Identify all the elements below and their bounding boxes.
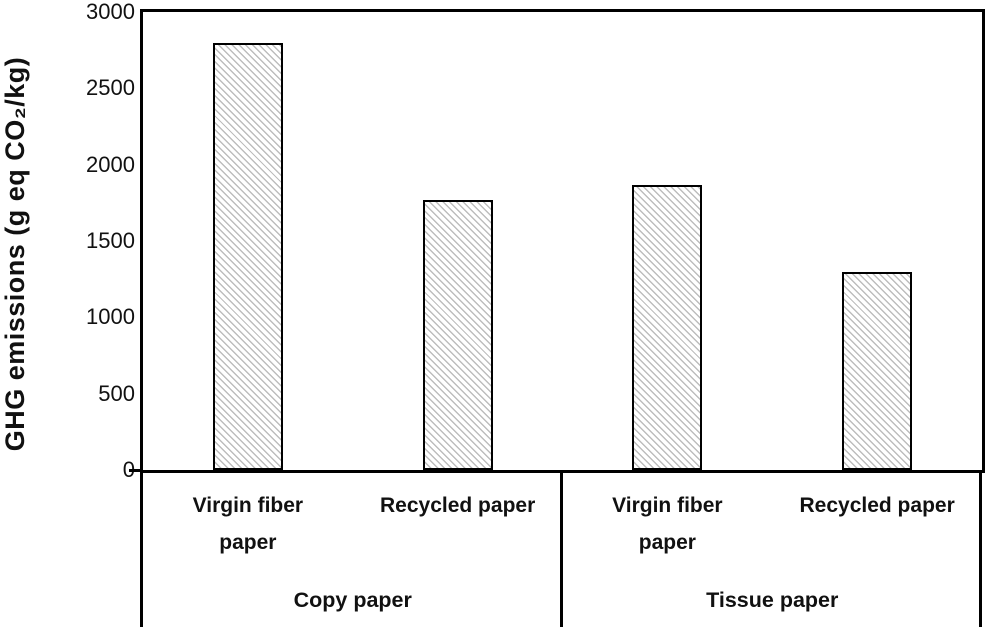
y-tick-label-3000: 3000	[86, 0, 135, 24]
category-label-copy-paper-virgin-fiber-paper: Virgin fiber paper	[192, 494, 304, 554]
y-tick-label-1000: 1000	[86, 304, 135, 330]
y-tick-label-2000: 2000	[86, 151, 135, 177]
group-label-tissue-paper: Tissue paper	[706, 588, 839, 612]
bar-copy-paper-virgin-fiber-paper	[212, 42, 283, 470]
category-label-copy-paper-recycled-paper: Recycled paper	[380, 494, 536, 517]
y-tick-label-0: 0	[0, 459, 135, 481]
bar-tissue-paper-recycled-paper	[842, 271, 913, 470]
bar-copy-paper-recycled-paper	[422, 199, 493, 470]
label-area-right-border	[979, 470, 982, 627]
bar-tissue-paper-virgin-fiber-paper	[632, 184, 703, 470]
y-tick-label-500: 500	[98, 380, 135, 406]
category-label-tissue-paper-recycled-paper: Recycled paper	[799, 494, 955, 517]
y-tick-label-2500: 2500	[86, 75, 135, 101]
label-area-group-divider	[559, 470, 563, 627]
y-tick-label-1500: 1500	[86, 228, 135, 253]
y-axis-zero-tick-mark	[129, 468, 143, 472]
category-label-tissue-paper-virgin-fiber-paper: Virgin fiber paper	[612, 494, 723, 554]
group-label-copy-paper: Copy paper	[293, 588, 412, 612]
label-area-left-border	[140, 470, 143, 627]
